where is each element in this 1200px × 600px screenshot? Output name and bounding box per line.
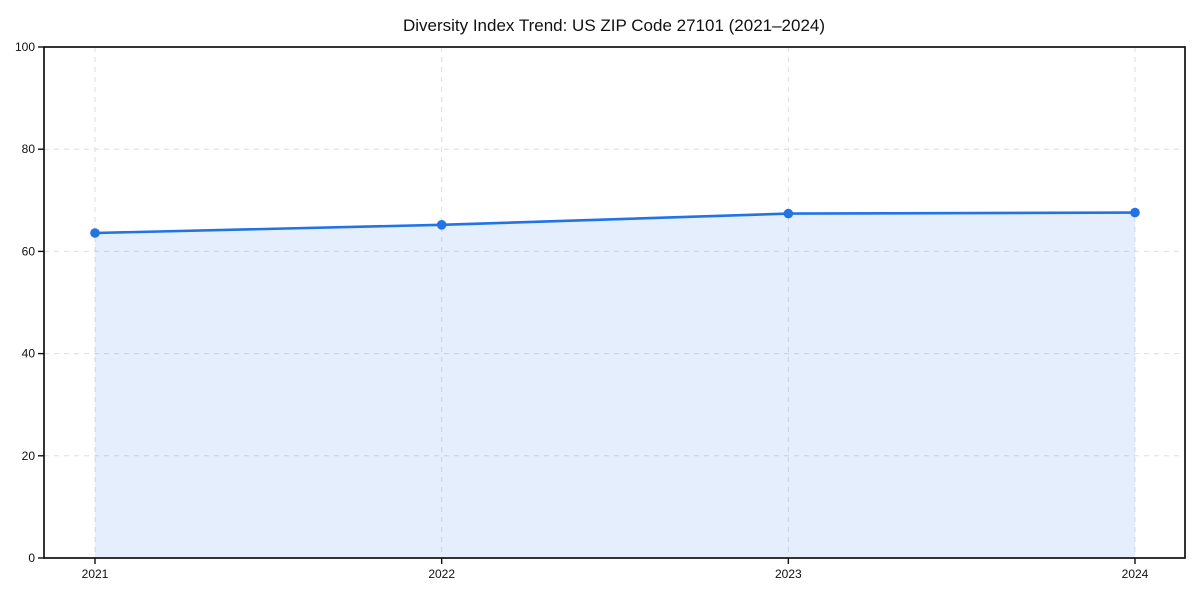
trend-line bbox=[93, 211, 1137, 235]
x-axis-tick-label: 2022 bbox=[428, 567, 455, 581]
y-axis-tick-label: 60 bbox=[22, 244, 36, 258]
y-axis-tick-label: 80 bbox=[22, 142, 36, 156]
data-point-marker bbox=[783, 208, 794, 219]
axes-layer: 0 20 40 60 80 100 2021 2022 2023 2024 bbox=[15, 40, 1186, 581]
y-axis-tick-label: 0 bbox=[28, 551, 35, 565]
y-axis-tick-label: 40 bbox=[22, 347, 36, 361]
plot-border bbox=[43, 46, 1186, 559]
chart-title: Diversity Index Trend: US ZIP Code 27101… bbox=[403, 16, 825, 35]
gridlines-layer bbox=[44, 47, 1185, 558]
data-point-marker bbox=[90, 228, 100, 238]
data-point-marker bbox=[1130, 207, 1140, 218]
x-axis-tick-label: 2023 bbox=[775, 567, 802, 581]
area-fill bbox=[95, 212, 1135, 558]
data-point-marker bbox=[436, 220, 447, 230]
x-axis-tick-label: 2021 bbox=[82, 567, 109, 581]
x-axis-tick-label: 2024 bbox=[1122, 567, 1149, 581]
y-axis-tick-label: 100 bbox=[15, 40, 35, 54]
series-layer bbox=[90, 207, 1140, 558]
y-axis-tick-label: 20 bbox=[22, 449, 36, 463]
